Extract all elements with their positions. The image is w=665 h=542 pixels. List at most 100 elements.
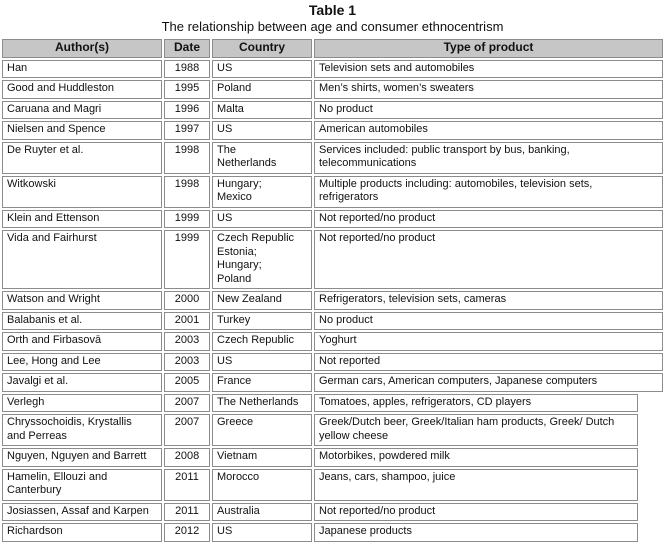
country-cell: US: [212, 121, 312, 140]
country-cell: New Zealand: [212, 291, 312, 310]
country-cell: Poland: [212, 80, 312, 99]
date-cell: 2000: [164, 291, 210, 310]
table-row: Richardson 2012 US Japanese products: [2, 523, 665, 542]
date-cell: 2003: [164, 352, 210, 371]
author-cell: Orth and Firbasovā: [2, 332, 162, 351]
header-authors: Author(s): [2, 39, 162, 58]
author-cell: Klein and Ettenson: [2, 209, 162, 228]
country-cell: Greece: [212, 414, 312, 446]
product-cell: No product: [314, 100, 663, 119]
product-cell: Multiple products including: automobiles…: [314, 175, 663, 208]
table-row: Josiassen, Assaf and Karpen 2011 Australia…: [2, 502, 665, 521]
table-title: Table 1: [308, 2, 357, 18]
table-row: Javalgi et al. 2005 France German cars, Ame…: [2, 373, 665, 392]
product-cell: Refrigerators, television sets, cameras: [314, 291, 663, 310]
product-cell: German cars, American computers, Japanes…: [314, 373, 663, 392]
date-cell: 1995: [164, 80, 210, 99]
country-cell: US: [212, 59, 312, 78]
author-cell: Good and Huddleston: [2, 80, 162, 99]
author-cell: Richardson: [2, 523, 162, 542]
date-cell: 1999: [164, 230, 210, 289]
author-cell: Caruana and Magri: [2, 100, 162, 119]
author-cell: Chryssochoidis, Krystallis and Perreas: [2, 414, 162, 446]
author-cell: Balabanis et al.: [2, 311, 162, 330]
country-cell: US: [212, 523, 312, 542]
country-cell: Turkey: [212, 311, 312, 330]
author-cell: Nielsen and Spence: [2, 121, 162, 140]
table-row: Watson and Wright 2000 New Zealand Refriger…: [2, 291, 665, 310]
table-subtitle: The relationship between age and consume…: [161, 19, 504, 34]
table-row: Verlegh 2007 The Netherlands Tomatoes, appl…: [2, 393, 665, 412]
table-row: Nguyen, Nguyen and Barrett 2008 Vietnam Mot…: [2, 448, 665, 467]
country-cell: Czech Republic: [212, 332, 312, 351]
author-cell: Lee, Hong and Lee: [2, 352, 162, 371]
author-cell: Verlegh: [2, 393, 162, 412]
table-row: De Ruyter et al. 1998 The Netherlands Servi…: [2, 141, 665, 174]
table-header-row: Author(s) Date Country Type of product: [2, 39, 665, 58]
country-cell: Czech Republic Estonia; Hungary; Poland: [212, 230, 312, 289]
date-cell: 2007: [164, 414, 210, 446]
ethnocentrism-table: Author(s) Date Country Type of product H…: [2, 39, 665, 542]
table-row: Chryssochoidis, Krystallis and Perreas 20…: [2, 414, 665, 446]
author-cell: De Ruyter et al.: [2, 141, 162, 174]
table-row: Witkowski 1998 Hungary; Mexico Multiple pro…: [2, 175, 665, 208]
product-cell: American automobiles: [314, 121, 663, 140]
country-cell: The Netherlands: [212, 141, 312, 174]
author-cell: Witkowski: [2, 175, 162, 208]
author-cell: Josiassen, Assaf and Karpen: [2, 502, 162, 521]
country-cell: Malta: [212, 100, 312, 119]
product-cell: Jeans, cars, shampoo, juice: [314, 468, 638, 501]
country-cell: The Netherlands: [212, 393, 312, 412]
table-row: Lee, Hong and Lee 2003 US Not reported: [2, 352, 665, 371]
product-cell: Not reported/no product: [314, 502, 638, 521]
product-cell: Not reported/no product: [314, 230, 663, 289]
country-cell: Australia: [212, 502, 312, 521]
date-cell: 2011: [164, 468, 210, 501]
date-cell: 2007: [164, 393, 210, 412]
country-cell: US: [212, 209, 312, 228]
header-type-of-product: Type of product: [314, 39, 663, 58]
table-row: Balabanis et al. 2001 Turkey No product: [2, 311, 665, 330]
date-cell: 1988: [164, 59, 210, 78]
product-cell: Motorbikes, powdered milk: [314, 448, 638, 467]
product-cell: Men’s shirts, women’s sweaters: [314, 80, 663, 99]
product-cell: No product: [314, 311, 663, 330]
country-cell: US: [212, 352, 312, 371]
author-cell: Hamelin, Ellouzi and Canterbury: [2, 468, 162, 501]
table-row: Nielsen and Spence 1997 US American automob…: [2, 121, 665, 140]
table-row: Hamelin, Ellouzi and Canterbury 2011 Moroc…: [2, 468, 665, 501]
date-cell: 2011: [164, 502, 210, 521]
country-cell: Morocco: [212, 468, 312, 501]
country-cell: Vietnam: [212, 448, 312, 467]
date-cell: 1999: [164, 209, 210, 228]
author-cell: Vida and Fairhurst: [2, 230, 162, 289]
table-row: Han 1988 US Television sets and automobiles: [2, 59, 665, 78]
date-cell: 1998: [164, 175, 210, 208]
table-row: Orth and Firbasovā 2003 Czech Republic Yogh…: [2, 332, 665, 351]
author-cell: Watson and Wright: [2, 291, 162, 310]
date-cell: 1996: [164, 100, 210, 119]
table-row: Good and Huddleston 1995 Poland Men’s shirt…: [2, 80, 665, 99]
product-cell: Yoghurt: [314, 332, 663, 351]
table-row: Caruana and Magri 1996 Malta No product: [2, 100, 665, 119]
product-cell: Greek/Dutch beer, Greek/Italian ham prod…: [314, 414, 638, 446]
table-row: Vida and Fairhurst 1999 Czech Republic Est…: [2, 230, 665, 289]
product-cell: Not reported/no product: [314, 209, 663, 228]
table-body: Han 1988 US Television sets and automobiles…: [2, 59, 665, 542]
date-cell: 1997: [164, 121, 210, 140]
author-cell: Han: [2, 59, 162, 78]
table-row: Klein and Ettenson 1999 US Not reported/no …: [2, 209, 665, 228]
country-cell: Hungary; Mexico: [212, 175, 312, 208]
product-cell: Japanese products: [314, 523, 638, 542]
product-cell: Services included: public transport by b…: [314, 141, 663, 174]
header-country: Country: [212, 39, 312, 58]
author-cell: Nguyen, Nguyen and Barrett: [2, 448, 162, 467]
date-cell: 2003: [164, 332, 210, 351]
title-block: Table 1 The relationship between age and…: [0, 0, 665, 35]
country-cell: France: [212, 373, 312, 392]
product-cell: Not reported: [314, 352, 663, 371]
date-cell: 2001: [164, 311, 210, 330]
date-cell: 2008: [164, 448, 210, 467]
date-cell: 2005: [164, 373, 210, 392]
header-date: Date: [164, 39, 210, 58]
